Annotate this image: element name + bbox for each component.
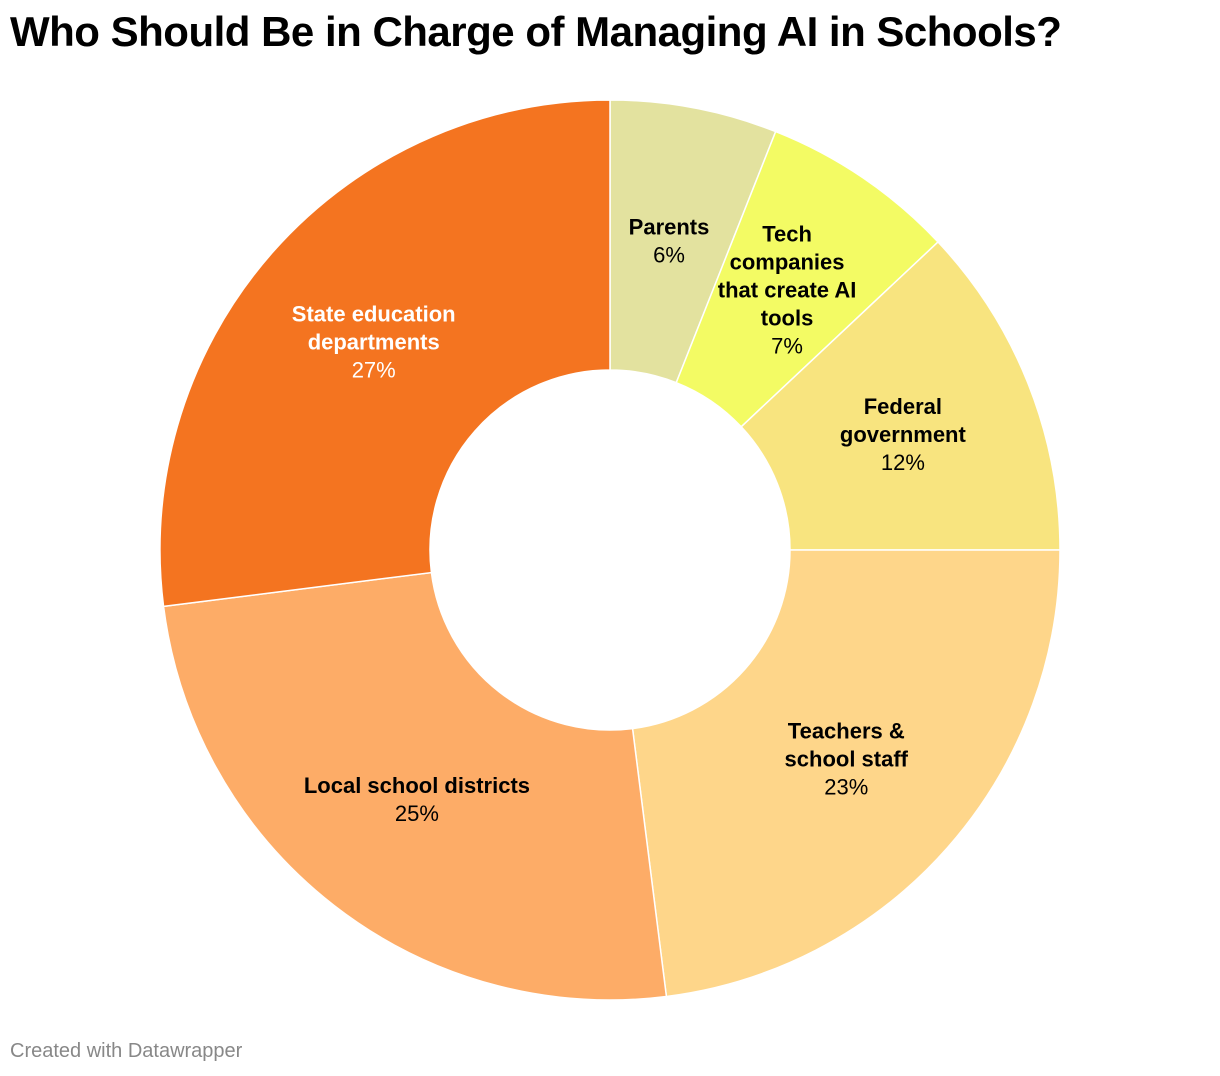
slice-label-name-federal-government: Federal	[864, 394, 942, 419]
slice-label-name-teachers-and-school-staff: Teachers &	[788, 718, 905, 743]
slice-value-label-teachers-and-school-staff: 23%	[824, 774, 868, 799]
footer-credit: Created with Datawrapper	[10, 1040, 243, 1062]
slice-label-name-local-school-districts: Local school districts	[304, 773, 530, 798]
slice-label-name-state-education-departments: departments	[308, 330, 440, 355]
slice-label-federal-government: Federal government 12%	[840, 394, 967, 475]
slice-value-label-local-school-districts: 25%	[395, 801, 439, 826]
slice-label-name-state-education-departments: State education	[292, 302, 456, 327]
slice-label-name-tech-companies-that-create-ai-tools: that create AI	[718, 277, 857, 302]
slice-label-name-tech-companies-that-create-ai-tools: Tech	[762, 221, 812, 246]
slice-value-label-federal-government: 12%	[881, 450, 925, 475]
slice-label-name-tech-companies-that-create-ai-tools: tools	[761, 305, 814, 330]
slice-state-education-departments	[159, 99, 611, 608]
slice-label-name-parents: Parents	[629, 215, 710, 240]
slice-value-label-parents: 6%	[653, 243, 685, 268]
slice-label-parents: Parents 6%	[629, 215, 710, 268]
slice-label-local-school-districts: Local school districts 25%	[304, 773, 530, 826]
chart-title: Who Should Be in Charge of Managing AI i…	[10, 8, 1062, 55]
slice-local-school-districts	[162, 571, 668, 1001]
slice-label-tech-companies-that-create-ai-tools: Tech companies that create AI tools 7%	[718, 221, 857, 358]
slice-label-state-education-departments: State education departments 27%	[292, 302, 456, 383]
slice-teachers-and-school-staff	[631, 549, 1061, 998]
slice-federal-government	[740, 240, 1061, 551]
slice-label-name-teachers-and-school-staff: school staff	[785, 746, 909, 771]
slice-label-name-federal-government: government	[840, 422, 967, 447]
slice-value-label-tech-companies-that-create-ai-tools: 7%	[771, 333, 803, 358]
slice-label-name-tech-companies-that-create-ai-tools: companies	[730, 249, 845, 274]
slice-label-teachers-and-school-staff: Teachers & school staff 23%	[785, 718, 909, 799]
slice-value-label-state-education-departments: 27%	[352, 358, 396, 383]
